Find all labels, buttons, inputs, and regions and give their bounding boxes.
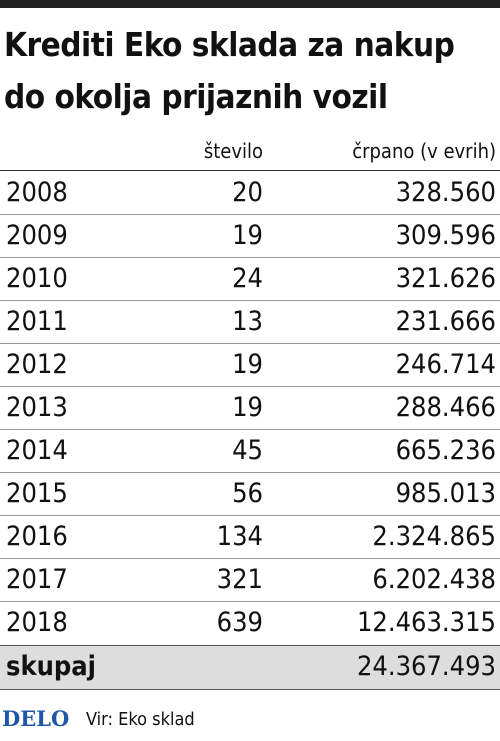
year: 2012 xyxy=(6,349,68,380)
row-rule xyxy=(0,386,500,387)
year: 2017 xyxy=(6,564,68,595)
count: 45 xyxy=(232,435,263,466)
amount: 231.666 xyxy=(395,306,496,337)
title: do okolja prijaznih vozil xyxy=(4,77,388,116)
row-rule xyxy=(0,300,500,301)
year: 2013 xyxy=(6,392,68,423)
total-row: skupaj 24.367.493 xyxy=(0,645,500,690)
total-label: skupaj xyxy=(6,651,97,682)
year: 2010 xyxy=(6,263,68,294)
top-bar xyxy=(0,0,500,8)
count: 56 xyxy=(232,478,263,509)
year: 2009 xyxy=(6,220,68,251)
amount: 309.596 xyxy=(395,220,496,251)
row-rule xyxy=(0,601,500,602)
row-rule xyxy=(0,214,500,215)
count: 19 xyxy=(232,220,263,251)
amount: 6.202.438 xyxy=(372,564,496,595)
total-value: 24.367.493 xyxy=(356,651,496,682)
count: 24 xyxy=(232,263,263,294)
row-rule xyxy=(0,257,500,258)
year: 2011 xyxy=(6,306,68,337)
count: 321 xyxy=(216,564,263,595)
amount: 12.463.315 xyxy=(356,607,496,638)
row-rule xyxy=(0,472,500,473)
brand: DELO xyxy=(2,706,70,731)
count: 19 xyxy=(232,392,263,423)
year: 2014 xyxy=(6,435,68,466)
amount: 2.324.865 xyxy=(372,521,496,552)
row-rule xyxy=(0,515,500,516)
amount: 328.560 xyxy=(395,177,496,208)
year: 2015 xyxy=(6,478,68,509)
row-rule xyxy=(0,558,500,559)
count: 13 xyxy=(232,306,263,337)
amount: 985.013 xyxy=(395,478,496,509)
amount: 665.236 xyxy=(395,435,496,466)
amount: 246.714 xyxy=(395,349,496,380)
row-rule xyxy=(0,343,500,344)
amount: 321.626 xyxy=(395,263,496,294)
count: 19 xyxy=(232,349,263,380)
source: Vir: Eko sklad xyxy=(86,709,195,730)
header-rule xyxy=(0,170,500,171)
column-header: število xyxy=(203,139,263,163)
count: 20 xyxy=(232,177,263,208)
amount: 288.466 xyxy=(395,392,496,423)
year: 2008 xyxy=(6,177,68,208)
column-header: črpano (v evrih) xyxy=(352,139,496,163)
title: Krediti Eko sklada za nakup xyxy=(4,25,455,64)
count: 639 xyxy=(216,607,263,638)
row-rule xyxy=(0,429,500,430)
year: 2018 xyxy=(6,607,68,638)
count: 134 xyxy=(216,521,263,552)
year: 2016 xyxy=(6,521,68,552)
